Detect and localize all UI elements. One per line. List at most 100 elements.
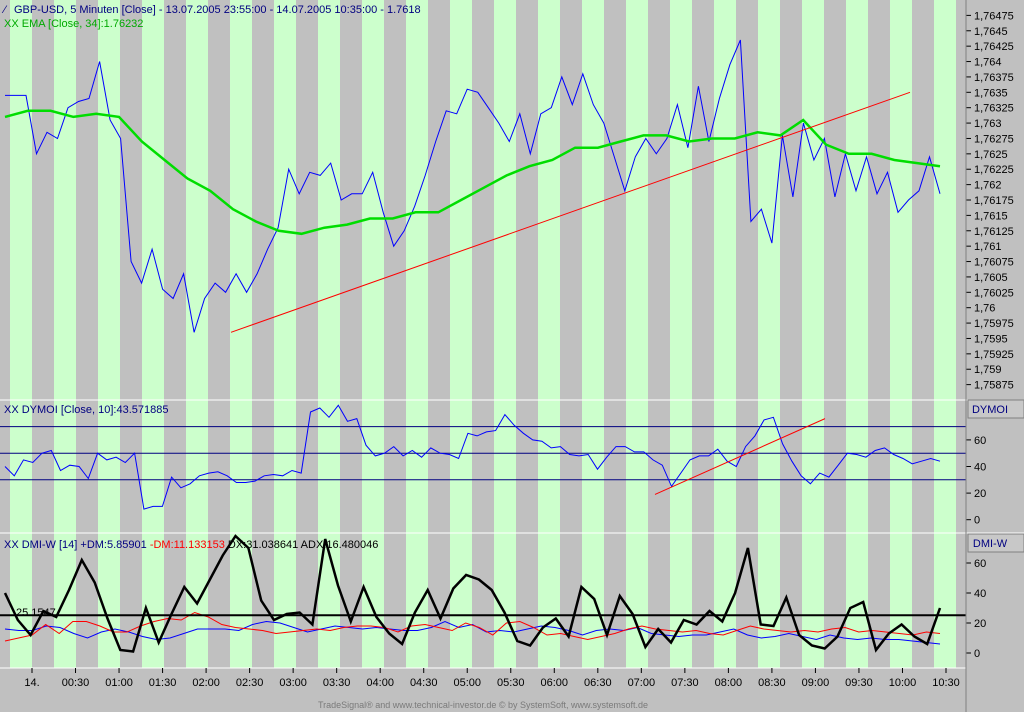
price-series-line <box>5 39 941 333</box>
time-axis-label: 08:00 <box>715 677 743 689</box>
price-axis-label: 1,76 <box>974 303 995 315</box>
dmi-title-dx-adx: DX:31.038641 ADX:16.480046 <box>228 539 378 551</box>
time-axis-label: 02:30 <box>236 677 264 689</box>
dmi-title-plus: XX DMI-W [14] +DM:5.85901 <box>4 539 147 551</box>
stripe <box>230 0 252 668</box>
stripe <box>142 0 164 668</box>
minus-dm-series-line <box>4 611 941 642</box>
time-axis-label: 09:00 <box>802 677 830 689</box>
dmi-axis: 60 40 20 0 <box>966 558 986 660</box>
stripe <box>362 0 384 668</box>
dmi-panel: XX DMI-W [14] +DM:5.85901 -DM:11.133153 … <box>0 534 966 653</box>
dx-series-line <box>3 534 942 653</box>
dmi-axis-label: 0 <box>974 648 980 660</box>
dymoi-panel-title: XX DYMOI [Close, 10]:43.571885 <box>4 404 168 416</box>
stripe <box>406 0 428 668</box>
stripe <box>582 0 604 668</box>
time-axis-label: 01:00 <box>105 677 133 689</box>
price-axis-label: 1,76225 <box>974 164 1014 176</box>
chart-symbol-icon: ⁄ <box>1 4 8 16</box>
price-axis-label: 1,76125 <box>974 226 1014 238</box>
time-axis-label: 04:30 <box>410 677 438 689</box>
dymoi-axis-label: 60 <box>974 435 986 447</box>
time-axis-label: 03:00 <box>279 677 307 689</box>
stripe <box>890 0 912 668</box>
stripe <box>802 0 824 668</box>
time-axis-label: 07:30 <box>671 677 699 689</box>
stripe <box>54 0 76 668</box>
price-axis-label: 1,75875 <box>974 380 1014 392</box>
dymoi-axis-label: 40 <box>974 462 986 474</box>
dmi-axis-label: 60 <box>974 558 986 570</box>
dymoi-tab[interactable] <box>967 399 1024 419</box>
stripe <box>318 0 340 668</box>
dmi-tab[interactable] <box>967 533 1024 553</box>
price-axis-label: 1,763 <box>974 118 1002 130</box>
price-axis: 1,76475 1,7645 1,76425 1,764 1,76375 1,7635 1,… <box>966 10 1014 392</box>
price-axis-label: 1,7605 <box>974 272 1008 284</box>
price-axis-label: 1,762 <box>974 180 1002 192</box>
price-axis-label: 1,76075 <box>974 257 1014 269</box>
price-axis-label: 1,759 <box>974 364 1002 376</box>
dymoi-panel: XX DYMOI [Close, 10]:43.571885 <box>0 404 966 510</box>
dmi-threshold-label: 25.1547 <box>16 607 56 619</box>
time-axis-label: 02:00 <box>192 677 220 689</box>
stripe <box>186 0 208 668</box>
ema-label: XX EMA [Close, 34]:1.76232 <box>4 18 143 30</box>
dymoi-axis: 60 40 20 0 <box>966 435 986 527</box>
dmi-axis-label: 20 <box>974 618 986 630</box>
price-axis-label: 1,76325 <box>974 103 1014 115</box>
price-axis-label: 1,7615 <box>974 210 1008 222</box>
time-axis-label: 00:30 <box>62 677 90 689</box>
dymoi-trend-line <box>654 418 826 495</box>
time-axis-label: 06:30 <box>584 677 612 689</box>
stripe <box>494 0 516 668</box>
price-axis-label: 1,7635 <box>974 87 1008 99</box>
price-axis-label: 1,75975 <box>974 318 1014 330</box>
dmi-tab-label: DMI-W <box>973 538 1008 550</box>
dymoi-axis-label: 0 <box>974 515 980 527</box>
price-axis-label: 1,76175 <box>974 195 1014 207</box>
price-axis-label: 1,7595 <box>974 333 1008 345</box>
dymoi-tab-label: DYMOI <box>972 404 1008 416</box>
price-axis-label: 1,76475 <box>974 10 1014 22</box>
time-axis-label: 10:00 <box>889 677 917 689</box>
price-axis-label: 1,764 <box>974 57 1002 69</box>
price-axis-label: 1,76025 <box>974 287 1014 299</box>
stripe <box>274 0 296 668</box>
stripe <box>538 0 560 668</box>
dmi-axis-label: 40 <box>974 588 986 600</box>
stripe <box>714 0 736 668</box>
time-axis-label: 08:30 <box>758 677 786 689</box>
price-panel: GBP-USD, 5 Minuten [Close] - 13.07.2005 … <box>1 4 941 333</box>
time-axis-label: 01:30 <box>149 677 177 689</box>
stripe <box>934 0 956 668</box>
dymoi-axis-label: 20 <box>974 488 986 500</box>
price-axis-label: 1,75925 <box>974 349 1014 361</box>
stripe <box>10 0 32 668</box>
stripe <box>846 0 868 668</box>
time-axis-label: 05:00 <box>453 677 481 689</box>
price-axis-label: 1,76375 <box>974 72 1014 84</box>
ema-series-line <box>4 109 941 236</box>
time-axis-label: 06:00 <box>541 677 569 689</box>
price-axis-label: 1,761 <box>974 241 1002 253</box>
dmi-panel-title: XX DMI-W [14] +DM:5.85901 -DM:11.133153 … <box>4 539 378 551</box>
price-panel-title: GBP-USD, 5 Minuten [Close] - 13.07.2005 … <box>14 4 421 16</box>
price-axis-label: 1,7625 <box>974 149 1008 161</box>
stripe <box>670 0 692 668</box>
time-axis: 14. 00:30 01:00 01:30 02:00 02:30 03:00 03:30 04… <box>24 668 960 689</box>
stripe <box>758 0 780 668</box>
price-axis-label: 1,76425 <box>974 41 1014 53</box>
footer-credit: TradeSignal® and www.technical-investor.… <box>317 700 649 710</box>
price-axis-label: 1,76275 <box>974 133 1014 145</box>
time-axis-label: 14. <box>24 677 39 689</box>
stripe <box>98 0 120 668</box>
time-axis-label: 07:00 <box>628 677 656 689</box>
stripe <box>626 0 648 668</box>
dmi-title-minus: -DM:11.133153 <box>150 539 225 551</box>
time-axis-label: 10:30 <box>932 677 960 689</box>
time-axis-label: 04:00 <box>366 677 394 689</box>
time-axis-label: 05:30 <box>497 677 525 689</box>
